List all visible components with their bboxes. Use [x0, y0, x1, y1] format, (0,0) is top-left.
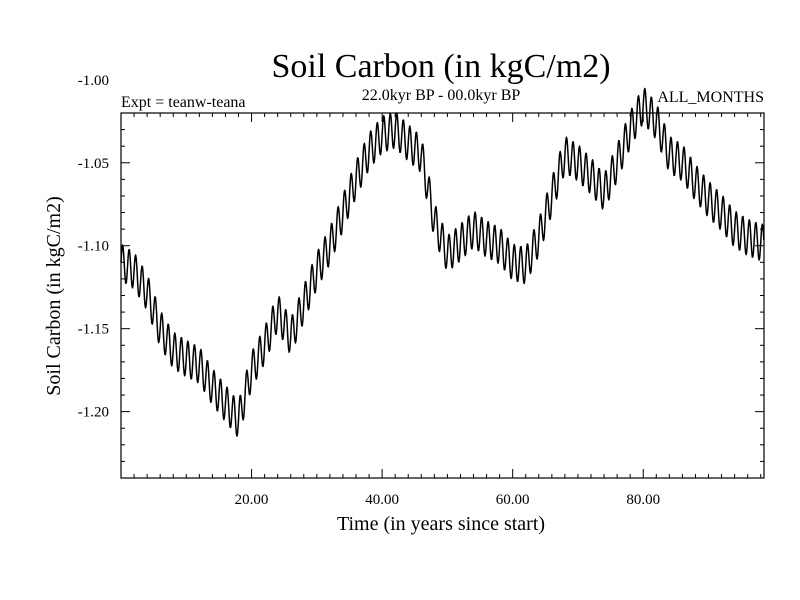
experiment-label: Expt = teanw-teana [121, 94, 246, 111]
y-axis-label: Soil Carbon (in kgC/m2) [43, 196, 65, 395]
chart-subtitle: 22.0kyr BP - 00.0kyr BP [362, 87, 521, 104]
y-tick-label: -1.05 [78, 156, 109, 172]
y-tick-label: -1.10 [78, 239, 109, 255]
axis-tick-labels: 20.00 40.00 60.00 80.00 -1.00 -1.05 -1.10 -1.15… [78, 73, 660, 508]
soil-carbon-series-line [120, 87, 765, 437]
y-tick-label: -1.15 [78, 322, 109, 338]
x-tick-label: 40.00 [365, 492, 399, 508]
x-tick-label: 60.00 [496, 492, 530, 508]
y-tick-label: -1.20 [78, 405, 109, 421]
axis-ticks [121, 112, 764, 479]
x-tick-label: 20.00 [235, 492, 269, 508]
months-label: ALL_MONTHS [657, 89, 764, 106]
x-tick-label: 80.00 [626, 492, 660, 508]
plot-area-frame [120, 112, 765, 479]
y-tick-label: -1.00 [78, 73, 109, 89]
x-axis-label: Time (in years since start) [337, 513, 545, 535]
chart-title: Soil Carbon (in kgC/m2) [271, 48, 610, 85]
